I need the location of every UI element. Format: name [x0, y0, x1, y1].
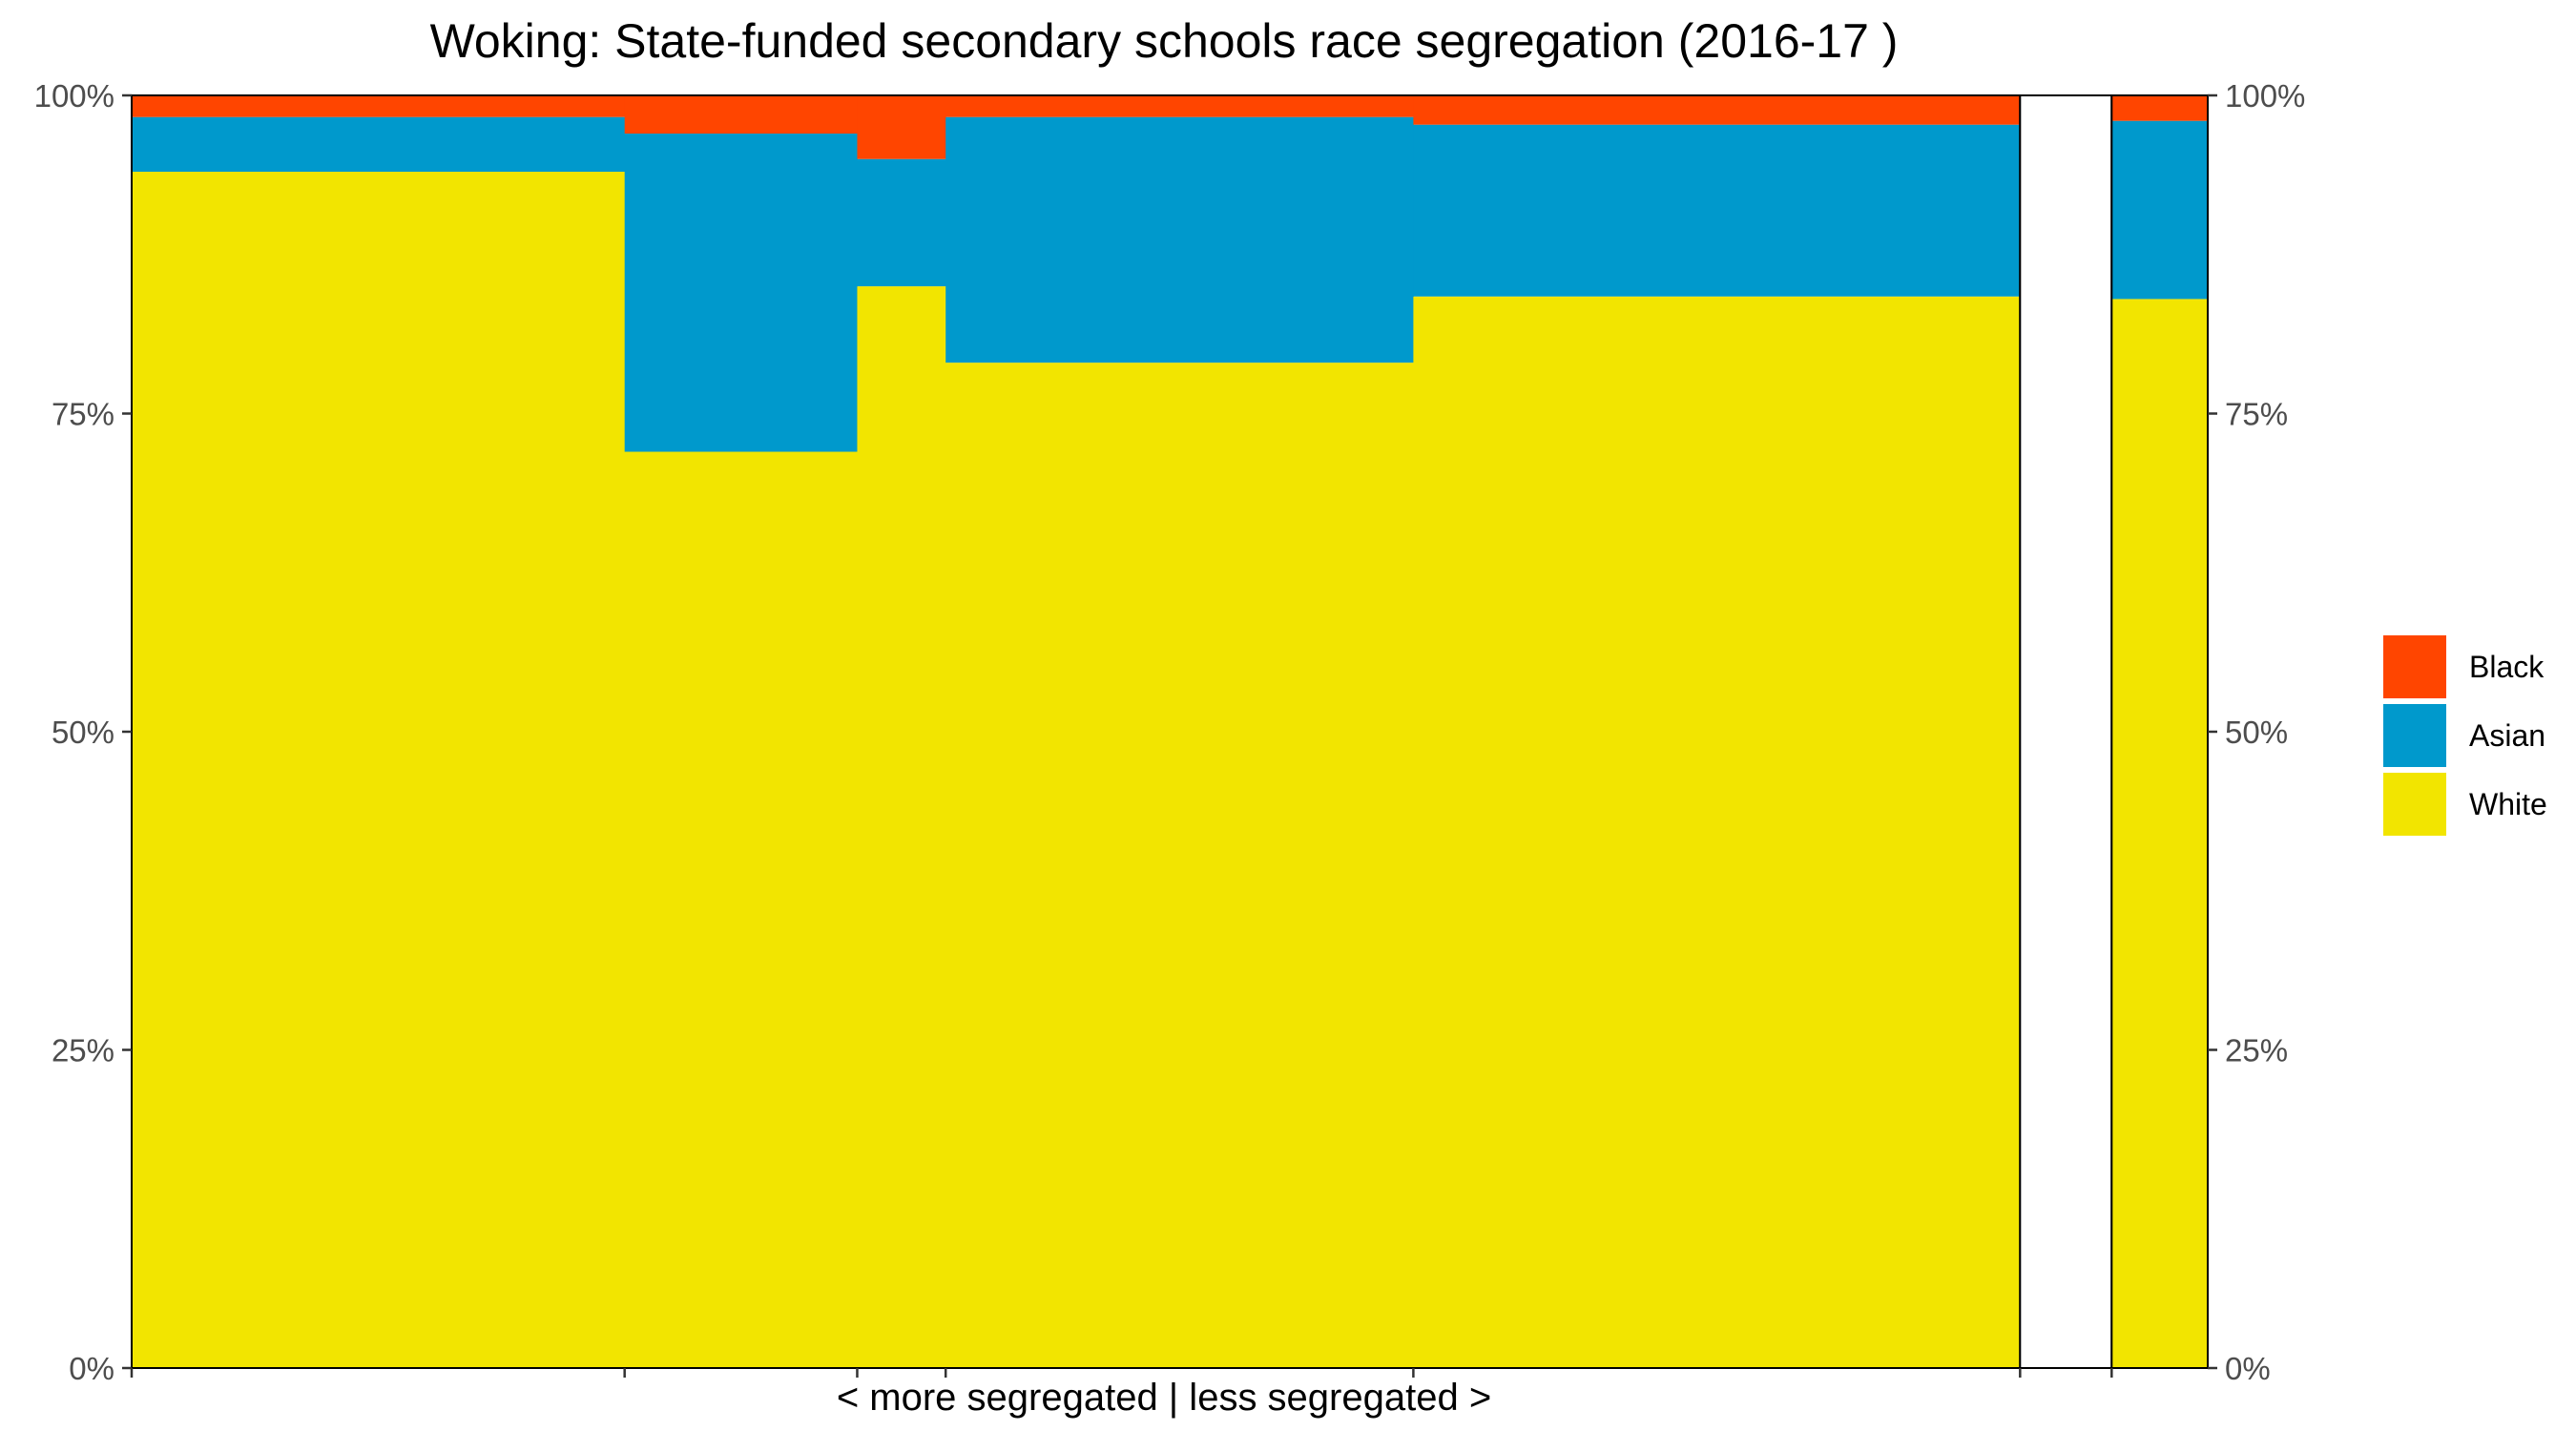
y-tick-label-left: 25% [52, 1033, 114, 1068]
y-axis-left: 0% 25% 50% 75% 100% [34, 78, 132, 1386]
legend-swatch-white [2383, 773, 2446, 836]
y-tick-label-left: 100% [34, 78, 114, 114]
plot-area [131, 94, 2209, 1369]
legend-swatch-black [2383, 635, 2446, 698]
bar-segment-black [2111, 95, 2209, 121]
bar-segment-asian [1413, 124, 2021, 297]
bar-segment-white [624, 451, 859, 1368]
legend: Black Asian White [2383, 635, 2547, 836]
bar-segment-black [857, 95, 946, 159]
bar-segment-white [945, 363, 1414, 1368]
bar-segment-asian [857, 158, 946, 287]
chart-title: Woking: State-funded secondary schools r… [430, 14, 1899, 68]
y-tick-label-right: 75% [2225, 397, 2288, 432]
legend-label-white: White [2469, 787, 2547, 821]
bar-segment-asian [2111, 120, 2209, 300]
y-axis-right: 0% 25% 50% 75% 100% [2208, 78, 2305, 1386]
y-tick-label-right: 50% [2225, 715, 2288, 750]
y-tick-label-left: 50% [52, 715, 114, 750]
bar-segment-black [945, 95, 1414, 117]
x-axis-label: < more segregated | less segregated > [837, 1377, 1491, 1419]
bar-segment-white [132, 172, 626, 1368]
bar-segment-asian [945, 116, 1414, 363]
y-tick-label-left: 75% [52, 397, 114, 432]
legend-swatch-asian [2383, 704, 2446, 767]
y-tick-label-left: 0% [69, 1351, 114, 1386]
bar-segment-asian [132, 116, 626, 173]
bar-segment-black [132, 95, 626, 117]
bar-segment-black [1413, 95, 2021, 125]
bar-segment-asian [624, 134, 859, 452]
bar-segment-white [2111, 299, 2209, 1369]
bar-segment-white [857, 286, 946, 1369]
bar-segment-white [1413, 296, 2021, 1369]
x-axis [130, 1368, 2113, 1378]
y-tick-label-right: 25% [2225, 1033, 2288, 1068]
legend-label-asian: Asian [2469, 718, 2545, 753]
y-tick-label-right: 100% [2225, 78, 2305, 114]
y-tick-label-right: 0% [2225, 1351, 2271, 1386]
legend-label-black: Black [2469, 650, 2545, 684]
empty-bar [2019, 94, 2113, 1369]
bar-segment-black [624, 95, 859, 135]
